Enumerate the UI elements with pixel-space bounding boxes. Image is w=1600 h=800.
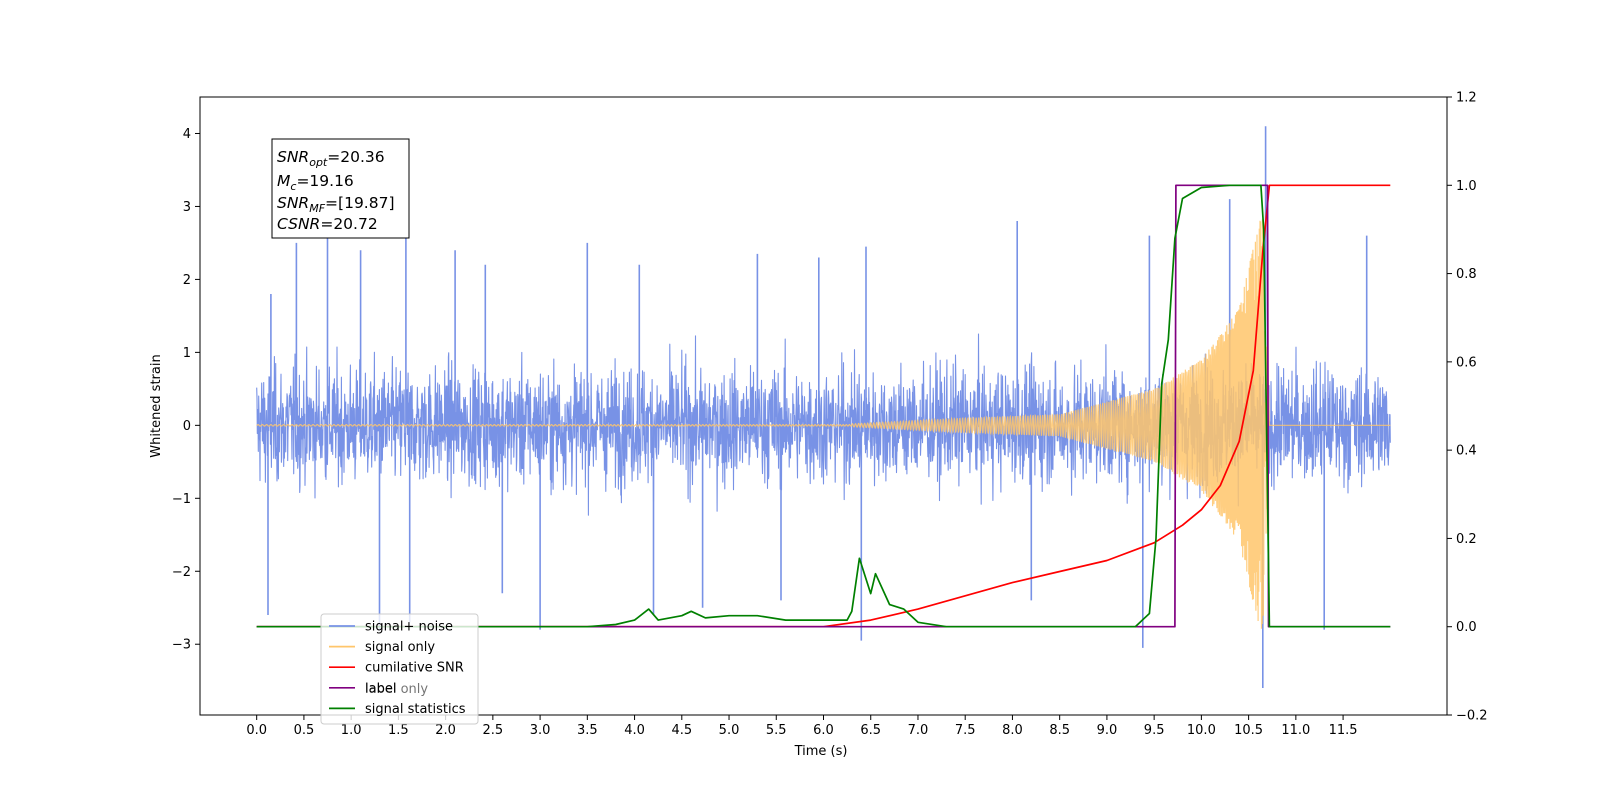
y-axis-left: 4 3 2 1 0 −1 −2 −3 bbox=[172, 127, 200, 653]
x-tick-label: 2.0 bbox=[435, 723, 456, 738]
series-signal-statistics bbox=[256, 184, 1391, 628]
y2-tick-label: 0.4 bbox=[1456, 444, 1477, 459]
y-tick-label: 0 bbox=[183, 419, 191, 434]
series-signal-noise-spikes bbox=[267, 126, 1368, 688]
x-tick-label: 0.0 bbox=[246, 723, 267, 738]
legend-entry-label: signal statistics bbox=[365, 702, 466, 717]
annotation-snr-mf: SNRMF=[19.87] bbox=[277, 194, 395, 215]
y2-tick-label: 1.2 bbox=[1456, 91, 1477, 106]
mc-symbol: M bbox=[277, 172, 290, 190]
snr-opt-value: =20.36 bbox=[327, 148, 384, 166]
legend-entry-label: cumilative SNR bbox=[365, 661, 464, 676]
y-tick-label: −1 bbox=[172, 492, 191, 507]
x-tick-label: 9.5 bbox=[1144, 723, 1165, 738]
legend-hidden-entry: label only bbox=[365, 682, 428, 697]
x-tick-label: 1.5 bbox=[388, 723, 409, 738]
y-tick-label: −3 bbox=[172, 638, 191, 653]
plot-area bbox=[256, 126, 1391, 688]
y2-tick-label: 0.0 bbox=[1456, 620, 1477, 635]
x-tick-label: 8.5 bbox=[1049, 723, 1070, 738]
x-tick-label: 4.5 bbox=[671, 723, 692, 738]
snr-mf-symbol: SNR bbox=[277, 194, 309, 212]
annotation-frame bbox=[271, 138, 410, 239]
x-tick-label: 11.5 bbox=[1329, 723, 1358, 738]
y2-tick-label: −0.2 bbox=[1456, 709, 1488, 724]
y-tick-label: 2 bbox=[183, 273, 191, 288]
snr-mf-subscript: MF bbox=[309, 202, 325, 215]
x-tick-label: 7.0 bbox=[908, 723, 929, 738]
annotation-mc: Mc=19.16 bbox=[277, 172, 354, 193]
snr-mf-value: =[19.87] bbox=[325, 194, 394, 212]
csnr-value: =20.72 bbox=[320, 215, 377, 233]
annotation-snr-opt: SNRopt=20.36 bbox=[277, 148, 385, 169]
y-tick-label: 3 bbox=[183, 200, 191, 215]
y-tick-label: −2 bbox=[172, 565, 191, 580]
legend-entry-label: label bbox=[365, 681, 396, 696]
x-tick-label: 8.0 bbox=[1002, 723, 1023, 738]
x-axis-label: Time (s) bbox=[794, 744, 848, 759]
y2-tick-label: 0.2 bbox=[1456, 532, 1477, 547]
y2-tick-label: 0.6 bbox=[1456, 355, 1477, 370]
mc-subscript: c bbox=[290, 180, 296, 193]
x-tick-label: 0.5 bbox=[294, 723, 315, 738]
y2-tick-label: 1.0 bbox=[1456, 179, 1477, 194]
snr-opt-subscript: opt bbox=[309, 156, 328, 169]
y-tick-label: 4 bbox=[183, 127, 191, 142]
x-tick-label: 6.0 bbox=[813, 723, 834, 738]
x-tick-label: 10.5 bbox=[1234, 723, 1263, 738]
x-tick-label: 2.5 bbox=[483, 723, 504, 738]
legend-entry-label: signal+ noise bbox=[365, 620, 453, 635]
y-tick-label: 1 bbox=[183, 346, 191, 361]
legend-entry-label: signal only bbox=[365, 640, 435, 655]
x-tick-label: 4.0 bbox=[624, 723, 645, 738]
y2-tick-label: 0.8 bbox=[1456, 267, 1477, 282]
csnr-symbol: CSNR bbox=[277, 215, 320, 233]
legend: label only signal+ noise signal only cumil… bbox=[320, 613, 479, 725]
annotation-box: SNRopt=20.36 Mc=19.16 SNRMF=[19.87] CSNR… bbox=[271, 138, 410, 239]
x-tick-label: 10.0 bbox=[1187, 723, 1216, 738]
x-tick-label: 3.5 bbox=[577, 723, 598, 738]
x-tick-label: 5.0 bbox=[719, 723, 740, 738]
x-tick-label: 9.0 bbox=[1097, 723, 1118, 738]
series-signal-only bbox=[256, 219, 1391, 629]
x-tick-label: 11.0 bbox=[1281, 723, 1310, 738]
x-tick-label: 7.5 bbox=[955, 723, 976, 738]
snr-opt-symbol: SNR bbox=[277, 148, 309, 166]
x-tick-label: 6.5 bbox=[860, 723, 881, 738]
x-axis: 0.0 0.5 1.0 1.5 2.0 2.5 3.0 3.5 4.0 4.5 5.0 5.5 6.0 6… bbox=[246, 715, 1358, 738]
legend-frame bbox=[320, 613, 479, 725]
y-axis-right: 1.2 1.0 0.8 0.6 0.4 0.2 0.0 −0.2 bbox=[1447, 91, 1488, 724]
x-tick-label: 5.5 bbox=[766, 723, 787, 738]
series-cumulative-snr bbox=[256, 184, 1391, 628]
mc-value: =19.16 bbox=[296, 172, 353, 190]
x-tick-label: 1.0 bbox=[341, 723, 362, 738]
annotation-csnr: CSNR=20.72 bbox=[277, 215, 378, 233]
x-tick-label: 3.0 bbox=[530, 723, 551, 738]
y-axis-label: Whitened strain bbox=[149, 354, 164, 457]
